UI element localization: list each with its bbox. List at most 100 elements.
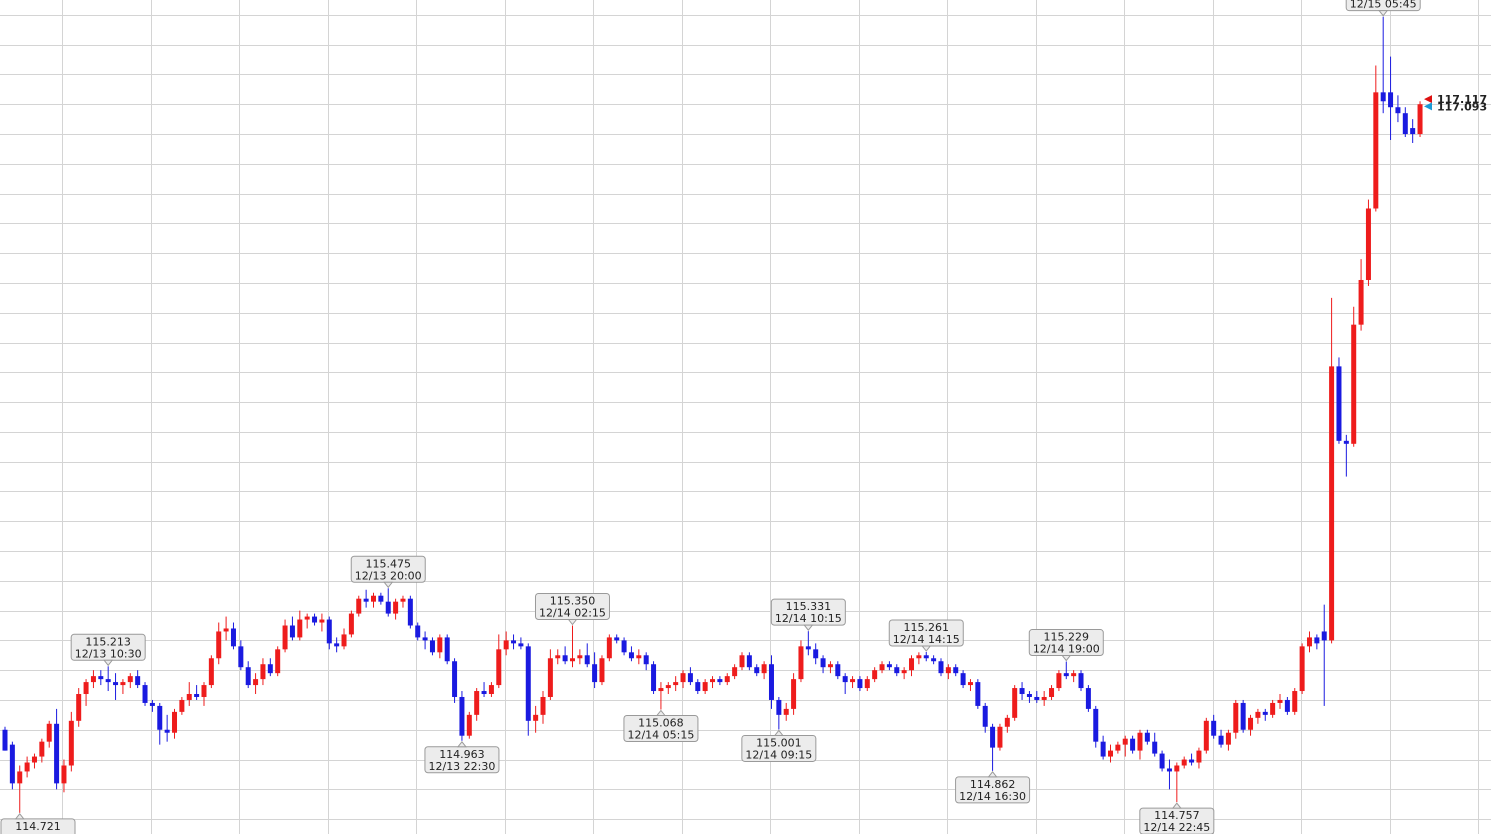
annotation-box bbox=[0, 818, 76, 834]
candle-body bbox=[724, 676, 730, 683]
candle-body bbox=[363, 598, 369, 602]
candle-body bbox=[1063, 673, 1069, 677]
candle-body bbox=[1402, 113, 1408, 135]
candle-body bbox=[275, 649, 281, 674]
candle-body bbox=[555, 655, 561, 659]
candle-body bbox=[1365, 208, 1371, 280]
candle-body bbox=[186, 694, 192, 700]
candle-body bbox=[1270, 702, 1276, 715]
candle-body bbox=[614, 637, 620, 641]
annotation-time: 12/15 05:45 bbox=[1350, 0, 1417, 11]
candle-body bbox=[267, 664, 273, 674]
candle-body bbox=[1299, 646, 1305, 692]
candle-body bbox=[496, 649, 502, 686]
candle-body bbox=[260, 664, 266, 680]
candle-body bbox=[1343, 440, 1349, 444]
candle-body bbox=[216, 631, 222, 659]
annotation-pointer bbox=[987, 771, 998, 778]
candle-body bbox=[208, 658, 214, 686]
candle-body bbox=[975, 682, 981, 706]
annotation-pointer bbox=[921, 645, 932, 652]
candle-body bbox=[17, 771, 23, 784]
last-price-marker: 117.117 bbox=[1424, 93, 1487, 106]
annotation-price: 114.963 bbox=[439, 748, 485, 761]
candle-body bbox=[1166, 768, 1172, 772]
candle-body bbox=[1321, 631, 1327, 641]
annotation-price: 115.261 bbox=[904, 621, 950, 634]
candle-body bbox=[540, 696, 546, 715]
candle-body bbox=[378, 595, 384, 602]
candle-body bbox=[1248, 717, 1254, 730]
candle-body bbox=[481, 691, 487, 695]
candle-body bbox=[1388, 92, 1394, 108]
annotation-time: 12/14 05:15 bbox=[627, 728, 694, 741]
annotation-time: 12/13 10:30 bbox=[75, 647, 142, 660]
candle-body bbox=[864, 679, 870, 689]
candle-body bbox=[1137, 732, 1143, 751]
candle-body bbox=[1004, 717, 1010, 727]
annotation-pointer bbox=[803, 624, 814, 631]
candle-body bbox=[1144, 732, 1150, 742]
candle-body bbox=[643, 655, 649, 665]
candle-body bbox=[1108, 750, 1113, 757]
candle-body bbox=[768, 664, 774, 700]
candle-body bbox=[997, 726, 1003, 748]
annotation-price: 115.213 bbox=[85, 635, 131, 648]
candle-body bbox=[1159, 753, 1165, 769]
candle-body bbox=[488, 685, 494, 695]
candle-body bbox=[149, 702, 155, 706]
candle-body bbox=[879, 664, 885, 671]
candle-body bbox=[1225, 732, 1231, 745]
candle-body bbox=[341, 634, 347, 647]
candle-body bbox=[466, 714, 472, 736]
candle-body bbox=[901, 670, 907, 674]
candle-body bbox=[238, 646, 244, 668]
candle-body bbox=[894, 667, 900, 674]
candle-body bbox=[1085, 688, 1091, 709]
candle-body bbox=[452, 661, 458, 697]
candle-body bbox=[687, 673, 693, 683]
annotation-price: 115.475 bbox=[365, 557, 411, 570]
annotation-price: 114.757 bbox=[1154, 809, 1200, 822]
candle-body bbox=[223, 628, 229, 632]
candle-body bbox=[54, 723, 60, 784]
candle-body bbox=[83, 682, 89, 695]
candle-body bbox=[1329, 366, 1335, 641]
candle-body bbox=[24, 762, 30, 772]
candle-body bbox=[142, 685, 148, 703]
candle-body bbox=[1019, 688, 1025, 695]
candle-body bbox=[422, 637, 428, 641]
candle-body bbox=[474, 691, 480, 715]
candle-body bbox=[1336, 366, 1342, 441]
candle-body bbox=[194, 694, 200, 697]
annotation-pointer bbox=[383, 581, 394, 589]
candle-body bbox=[857, 679, 863, 689]
last-price-arrow bbox=[1424, 102, 1432, 111]
candle-body bbox=[503, 640, 509, 650]
candle-body bbox=[916, 655, 922, 659]
candle-body bbox=[289, 625, 295, 638]
candle-body bbox=[835, 664, 841, 677]
annotation-time: 12/13 20:00 bbox=[355, 569, 422, 582]
candle-body bbox=[960, 673, 966, 686]
candle-body bbox=[135, 676, 141, 686]
last-price-label: 117.093 bbox=[1437, 100, 1487, 113]
candle-body bbox=[407, 598, 413, 626]
candle-body bbox=[931, 658, 937, 662]
last-price-marker: 117.093 bbox=[1424, 100, 1487, 113]
candle-body bbox=[791, 679, 797, 709]
candle-body bbox=[569, 658, 575, 662]
candle-body bbox=[732, 667, 738, 677]
candle-body bbox=[695, 682, 701, 692]
candle-body bbox=[1277, 699, 1283, 703]
annotation-price: 114.862 bbox=[970, 778, 1016, 791]
price-annotation: 114.72112/13 07:30 bbox=[0, 813, 76, 834]
